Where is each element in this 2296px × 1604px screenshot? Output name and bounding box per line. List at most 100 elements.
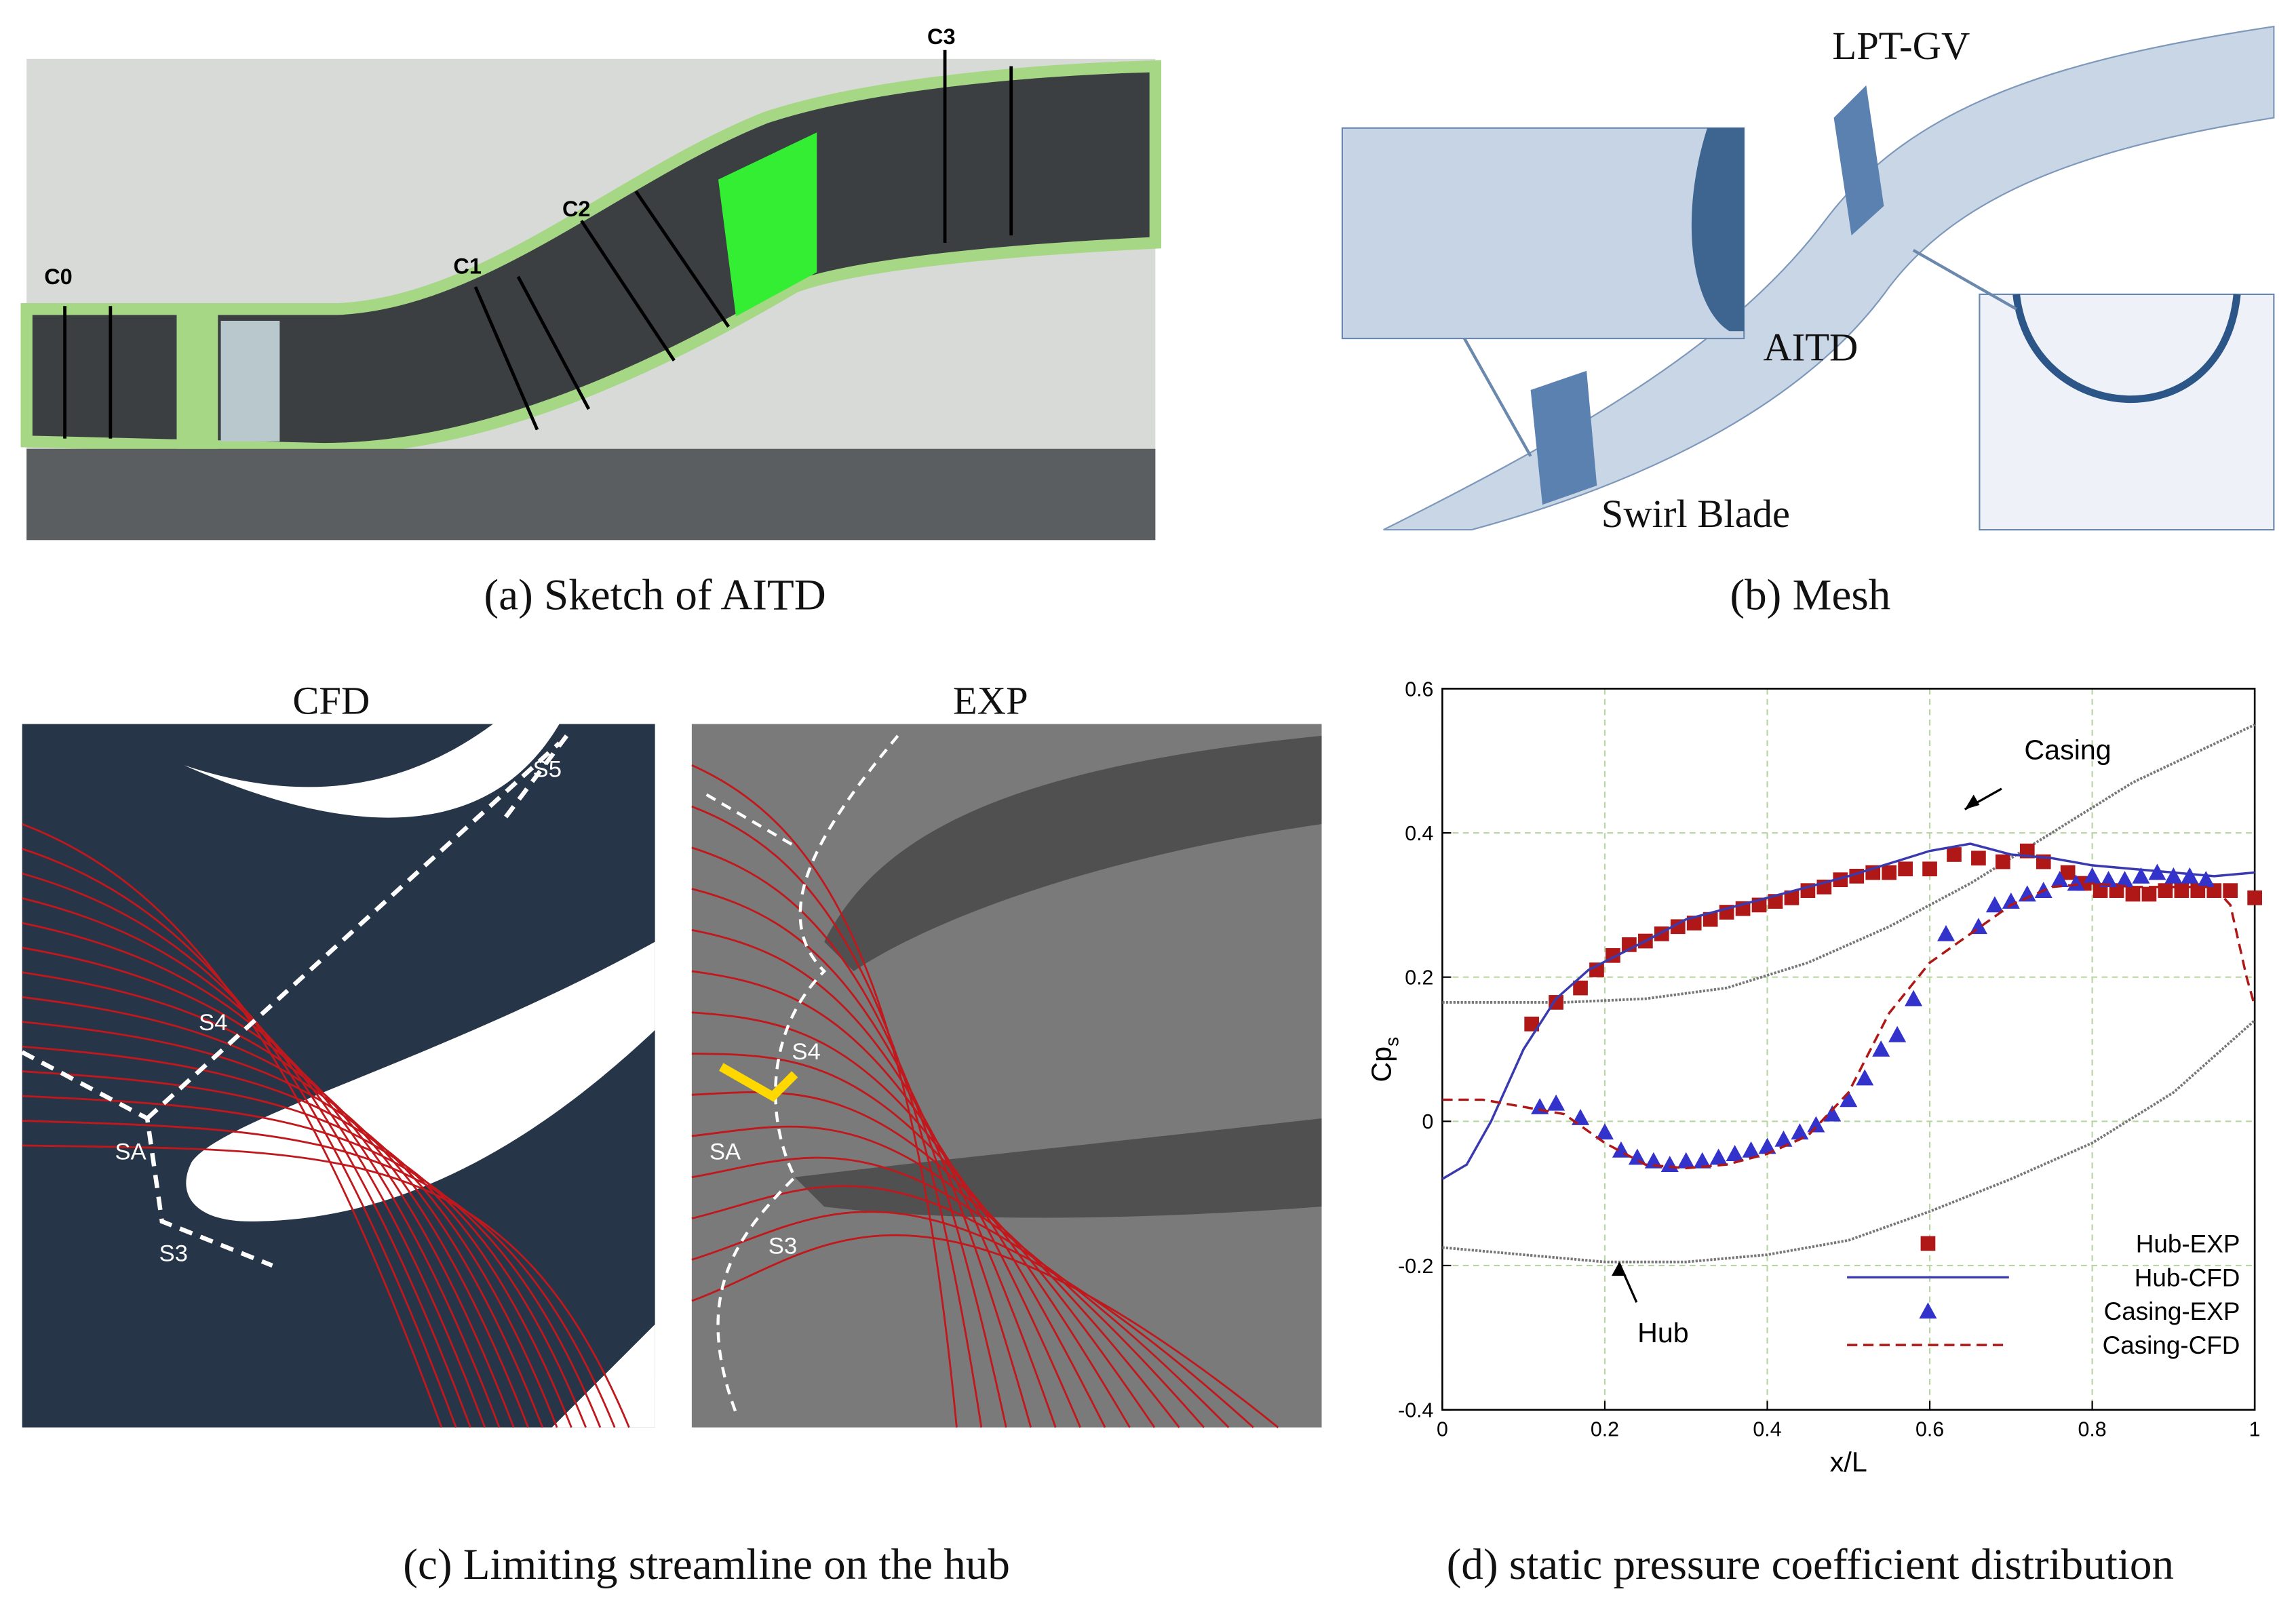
- separation-line: [705, 735, 899, 1413]
- mesh-label: AITD: [1763, 326, 1858, 370]
- streamline: [691, 1185, 1230, 1428]
- data-point: [1996, 854, 2010, 869]
- streamline: [691, 1091, 1156, 1428]
- y-tick-label: -0.2: [1398, 1255, 1433, 1278]
- streamline: [691, 805, 983, 1428]
- streamline: [691, 888, 1032, 1428]
- data-point: [1905, 990, 1923, 1006]
- streamline: [22, 1120, 616, 1428]
- streamline: [22, 1021, 558, 1428]
- y-axis-label-main: Cp: [1366, 1046, 1397, 1082]
- image-title: EXP: [953, 678, 1028, 722]
- data-point: [2018, 885, 2036, 902]
- plot-area: [1442, 688, 2255, 1410]
- x-tick-label: 1: [2249, 1419, 2261, 1441]
- streamline: [691, 1125, 1180, 1428]
- data-point: [2174, 883, 2190, 898]
- legend-marker: [1920, 1236, 1936, 1251]
- streamline: [691, 1156, 1205, 1428]
- geometry-line: [1442, 1019, 2256, 1264]
- arrow-head: [1964, 794, 1980, 810]
- data-point: [1702, 912, 1718, 927]
- streamline: [691, 846, 1007, 1428]
- data-point: [1882, 865, 1897, 880]
- streamline: [22, 996, 544, 1428]
- data-line: [1441, 842, 2255, 1180]
- streamline: [691, 1053, 1131, 1428]
- caption: (b) Mesh: [1730, 570, 1890, 619]
- streamline: [691, 970, 1081, 1428]
- probe-line: [63, 50, 1013, 439]
- arrow: [719, 1063, 798, 1102]
- frame: [176, 309, 218, 449]
- stream-label: S3: [768, 1234, 797, 1259]
- streamline: [22, 1070, 587, 1428]
- data-point: [1784, 890, 1799, 905]
- legend-label: Casing-EXP: [2104, 1297, 2240, 1325]
- strut: [718, 132, 817, 317]
- data-point: [2247, 890, 2262, 905]
- probe-label: C3: [927, 24, 956, 49]
- data-point: [1947, 847, 1962, 862]
- data-point: [1758, 1137, 1776, 1154]
- separation-line: [21, 734, 569, 1268]
- data-point: [2083, 867, 2101, 884]
- duct: [20, 60, 1162, 455]
- probe-label: C2: [562, 197, 591, 221]
- streamline: [22, 1144, 630, 1428]
- data-point: [2060, 865, 2076, 880]
- caption: (c) Limiting streamline on the hub: [403, 1540, 1010, 1589]
- streamline: [691, 1234, 1279, 1428]
- blade: [186, 941, 655, 1221]
- data-point: [1547, 1094, 1565, 1111]
- geometry-line: [1442, 723, 2255, 1004]
- chart: (d) static pressure coefficient distribu…: [1366, 678, 2262, 1589]
- data-point: [1774, 1130, 1793, 1147]
- data-point: [1572, 1108, 1590, 1125]
- streamlines: [22, 764, 1279, 1428]
- data-point: [2002, 893, 2020, 909]
- blade: [184, 724, 560, 818]
- x-tick-label: 0.2: [1591, 1419, 1619, 1441]
- mesh-label: LPT-GV: [1832, 24, 1970, 68]
- data-point: [2099, 871, 2118, 888]
- stream-label: S3: [159, 1240, 187, 1266]
- streamline: [691, 1211, 1254, 1428]
- x-axis-label: x/L: [1830, 1447, 1867, 1478]
- arrow: [1463, 248, 2017, 457]
- y-tick-label: 0: [1422, 1111, 1434, 1133]
- panel-b: LPT-GV AITD Swirl Blade (b) Mesh: [1341, 24, 2275, 619]
- streamline: [22, 946, 515, 1428]
- blade-zoom: [2012, 294, 2241, 404]
- data-point: [1573, 980, 1588, 996]
- streamline: [22, 1045, 572, 1428]
- x-tick-label: 0: [1437, 1419, 1448, 1441]
- data-point: [1742, 1141, 1760, 1158]
- legend-marker: [1919, 1302, 1937, 1319]
- plot-frame: [1441, 688, 2256, 1411]
- y-tick-label: -0.4: [1398, 1399, 1433, 1422]
- data-point: [2223, 883, 2238, 898]
- data-point: [2164, 867, 2183, 884]
- streamline: [691, 1011, 1106, 1428]
- blade: [1530, 85, 1884, 505]
- data-line: [1442, 882, 2256, 1170]
- stream-label: S5: [533, 757, 562, 783]
- data-point: [1856, 1069, 1874, 1086]
- legend-label: Hub-CFD: [2135, 1264, 2240, 1291]
- x-tick-label: 0.6: [1915, 1419, 1944, 1441]
- caption: (a) Sketch of AITD: [484, 570, 826, 619]
- data-point: [1971, 850, 1986, 866]
- stream-label: SA: [709, 1139, 741, 1165]
- data-point: [1888, 1025, 1907, 1042]
- data-point: [2050, 871, 2069, 888]
- streamline: [22, 922, 501, 1428]
- mesh-label: Swirl Blade: [1601, 492, 1790, 536]
- stream-label: S4: [792, 1039, 820, 1065]
- image-title: CFD: [292, 678, 370, 722]
- data-point: [1898, 861, 1913, 877]
- data-point: [1726, 1145, 1744, 1162]
- data-point: [1840, 1091, 1858, 1108]
